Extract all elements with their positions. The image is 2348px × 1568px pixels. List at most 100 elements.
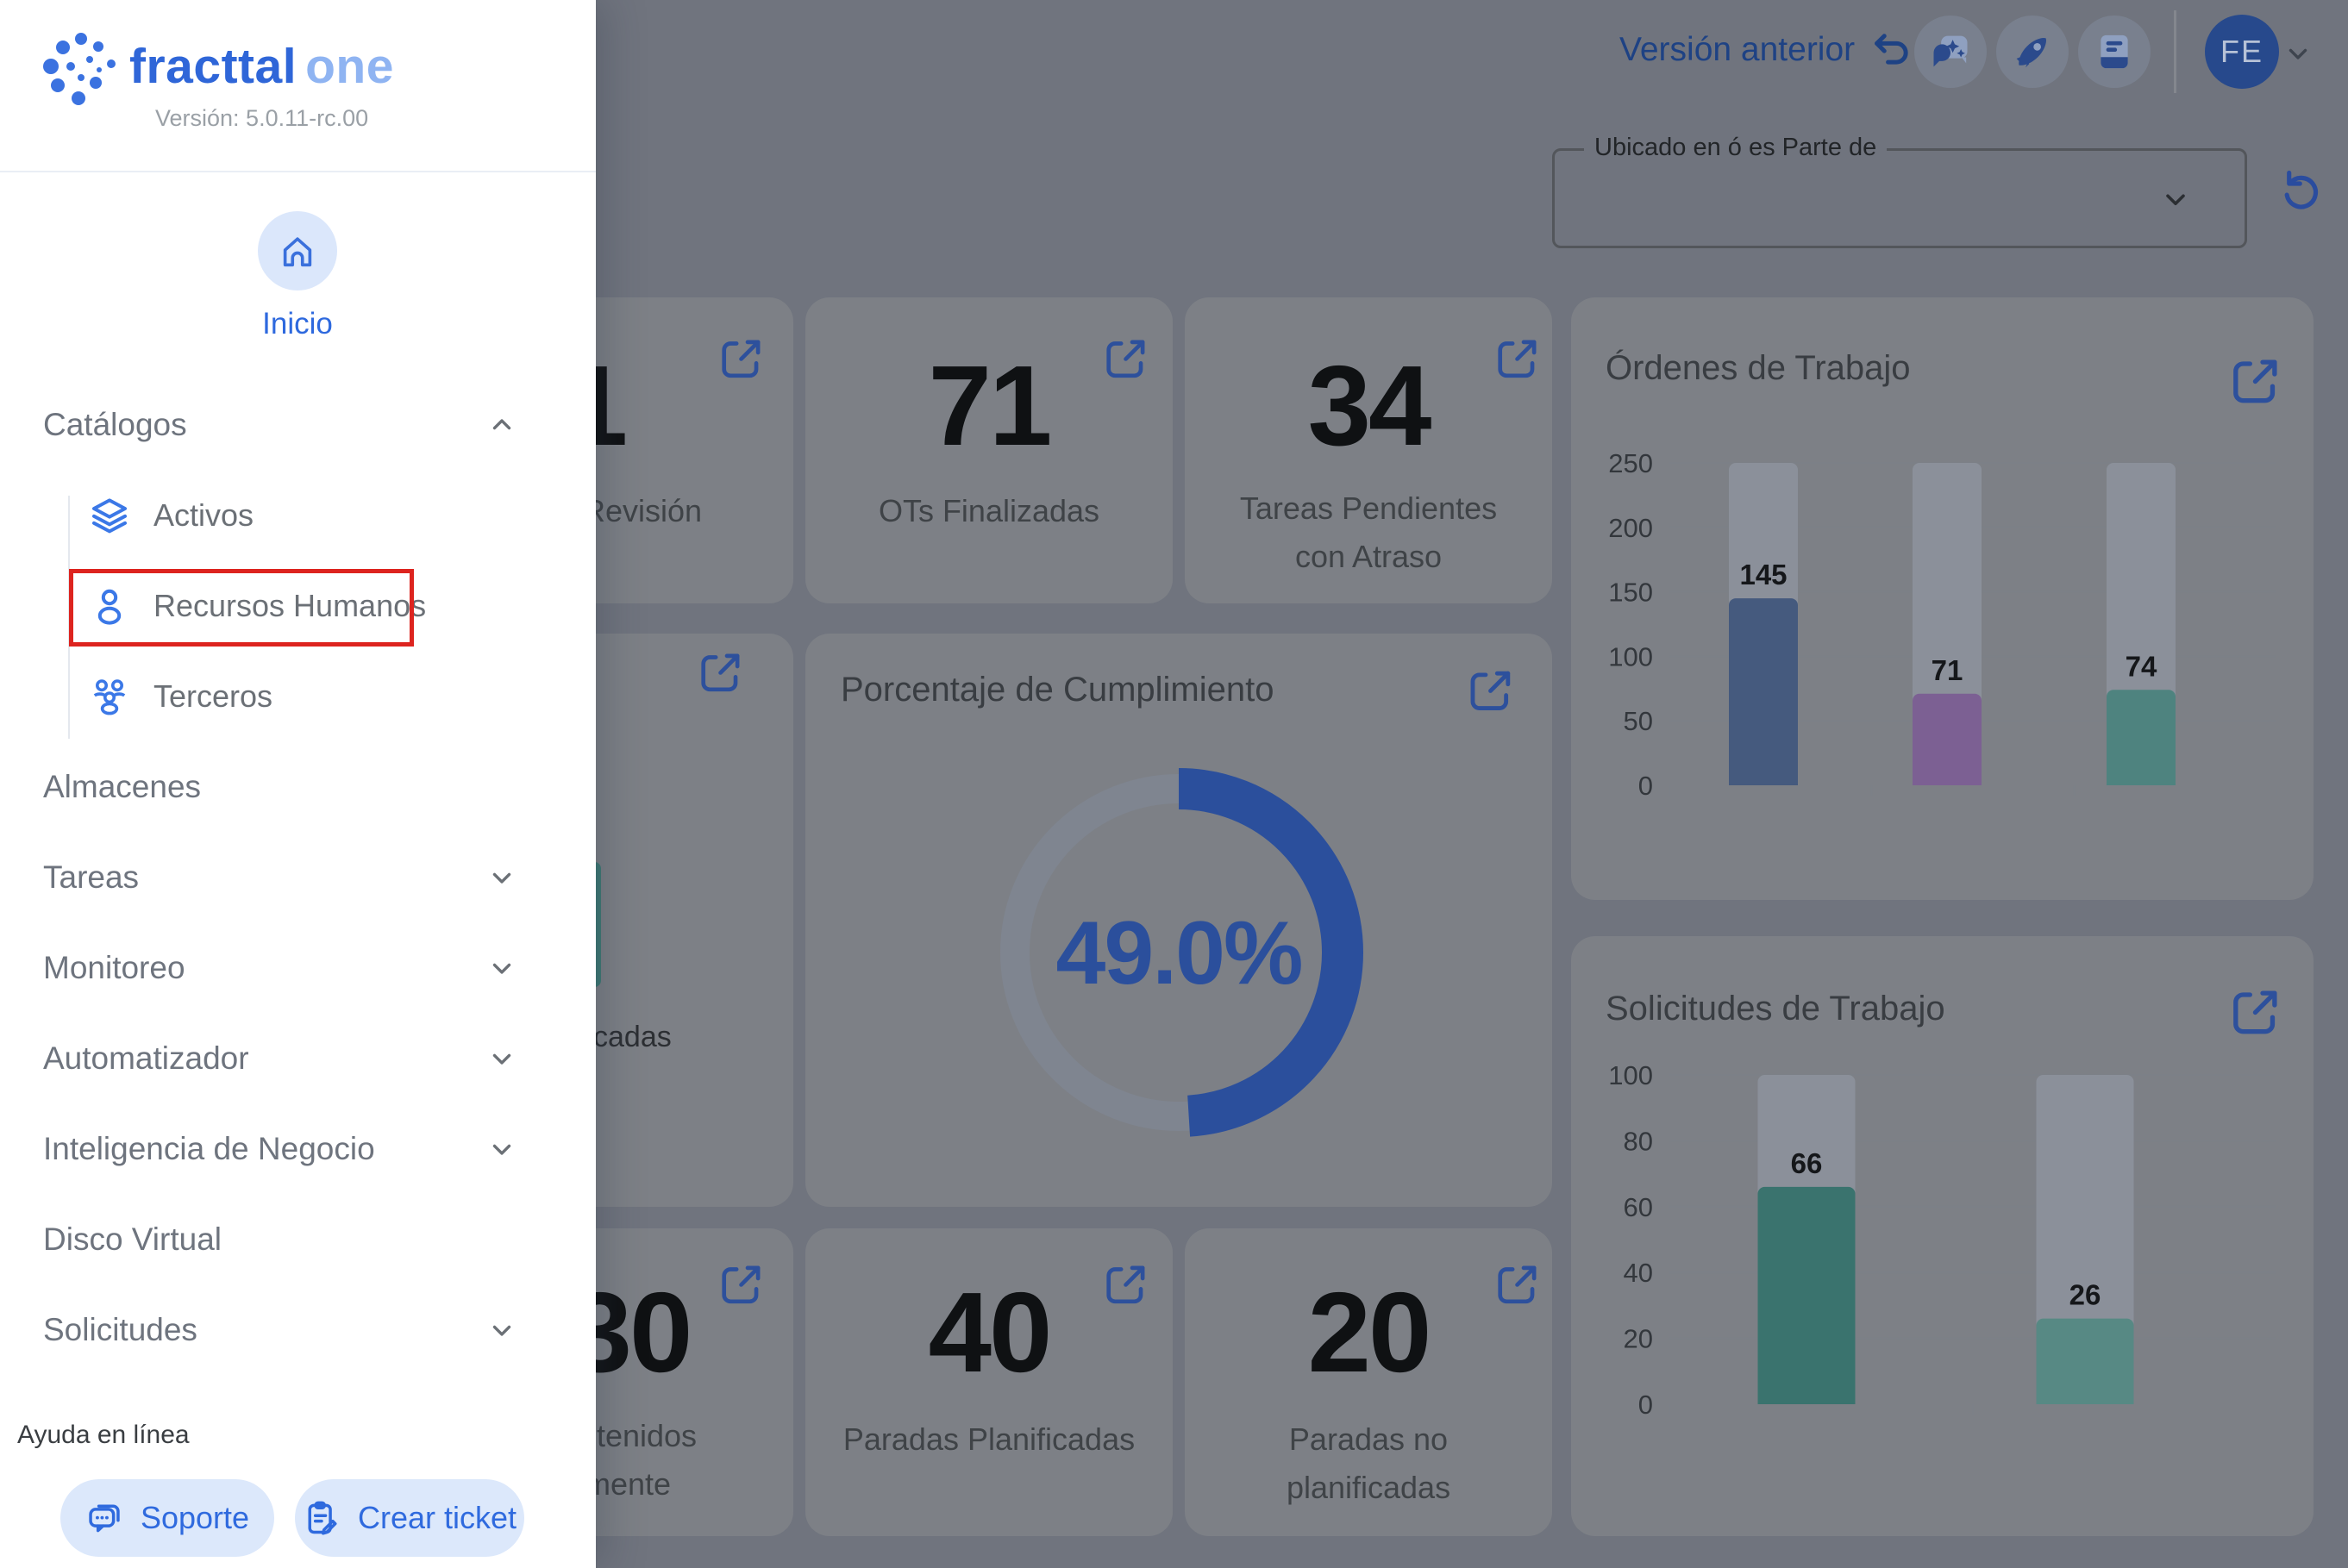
- chevron-down-icon: [487, 1315, 517, 1345]
- kpi-paradas-no-planificadas-value: 20: [1307, 1269, 1432, 1396]
- bar-value-label: 71: [1932, 654, 1963, 686]
- chevron-down-icon: [487, 1134, 517, 1164]
- sidebar-item-inteligencia-de-negocio[interactable]: Inteligencia de Negocio: [0, 1103, 596, 1194]
- svg-text:100: 100: [1608, 1060, 1653, 1090]
- svg-text:60: 60: [1624, 1192, 1653, 1222]
- create-ticket-button[interactable]: Crear ticket: [295, 1479, 524, 1557]
- open-kpi-detenidos-icon[interactable]: [717, 1260, 766, 1309]
- chevron-down-icon: [487, 1044, 517, 1073]
- sidebar-item-label: Disco Virtual: [43, 1221, 222, 1257]
- chevron-down-icon: [487, 863, 517, 892]
- kpi-tareas-pendientes-value: 34: [1307, 342, 1432, 469]
- sidebar-divider: [0, 171, 596, 172]
- previous-version-label: Versión anterior: [1619, 31, 1856, 68]
- kpi-revision-label: Revisión: [582, 493, 703, 528]
- sidebar-item-label: Catálogos: [43, 406, 187, 442]
- work-requests-legend: CreadoSolucionado: [1571, 1453, 2348, 1484]
- sidebar-item-terceros[interactable]: Terceros: [0, 651, 596, 741]
- svg-text:100: 100: [1608, 641, 1653, 672]
- svg-text:50: 50: [1624, 706, 1653, 736]
- account-chevron-down-icon[interactable]: [2283, 39, 2313, 68]
- sidebar-item-label: Almacenes: [43, 768, 202, 804]
- location-filter-label: Ubicado en ó es Parte de: [1584, 134, 1888, 162]
- undo-icon: [1870, 28, 1915, 72]
- work-orders-title: Órdenes de Trabajo: [1606, 349, 1911, 387]
- sidebar-item-almacenes[interactable]: Almacenes: [0, 741, 596, 832]
- sidebar-item-monitoreo[interactable]: Monitoreo: [0, 922, 596, 1013]
- kpi-paradas-planificadas-label: Paradas Planificadas: [842, 1421, 1136, 1457]
- svg-text:250: 250: [1608, 448, 1653, 478]
- support-chat-icon: [85, 1499, 123, 1537]
- work-requests-card: [1571, 936, 2314, 1536]
- home-label[interactable]: Inicio: [262, 307, 333, 340]
- open-kpi-revision-icon[interactable]: [717, 334, 766, 383]
- bar-value-label: 66: [1791, 1147, 1823, 1179]
- kpi-detenidos-label-line2: mente: [584, 1466, 672, 1502]
- support-label: Soporte: [140, 1500, 250, 1535]
- people-icon: [89, 676, 130, 717]
- work-orders-bar-chart: 0 50 100 150 200 250 145 71 74: [1608, 448, 2277, 801]
- sidebar-item-tareas[interactable]: Tareas: [0, 832, 596, 922]
- sidebar-item-automatizador[interactable]: Automatizador: [0, 1013, 596, 1103]
- header-divider: [2174, 10, 2176, 93]
- book-icon: [2093, 30, 2136, 73]
- layers-icon: [89, 495, 130, 536]
- chevron-down-icon: [487, 953, 517, 983]
- recursos-humanos-highlight: [69, 569, 414, 647]
- location-filter-select[interactable]: Ubicado en ó es Parte de: [1552, 134, 2247, 248]
- compliance-title: Porcentaje de Cumplimiento: [841, 671, 1274, 709]
- sidebar-item-label: Inteligencia de Negocio: [43, 1130, 375, 1166]
- svg-text:150: 150: [1608, 578, 1653, 608]
- sidebar-item-activos[interactable]: Activos: [0, 470, 596, 560]
- sidebar: fracttal one Versión: 5.0.11-rc.00 Inicio…: [0, 0, 596, 1568]
- rocket-icon: [2010, 29, 2055, 74]
- sidebar-item-label: Tareas: [43, 859, 140, 895]
- brand-name: fracttal one: [129, 38, 394, 95]
- avatar[interactable]: FE: [2205, 15, 2279, 89]
- work-requests-bar-chart: 0 20 40 60 80 100 66 26: [1608, 1060, 2277, 1420]
- sidebar-item-disco-virtual[interactable]: Disco Virtual: [0, 1194, 596, 1284]
- bar-value-label: 26: [2069, 1279, 2101, 1311]
- work-requests-title: Solicitudes de Trabajo: [1606, 990, 1945, 1028]
- reset-filter-icon[interactable]: [2276, 166, 2325, 214]
- home-button[interactable]: [258, 211, 337, 290]
- brand-primary: fracttal: [129, 39, 297, 94]
- sidebar-item-label: Monitoreo: [43, 949, 185, 985]
- work-orders-legend: OTs CreadasOTs FinalizadasOTs pendientes: [1571, 840, 2348, 871]
- fracttal-logo-icon: [43, 33, 116, 105]
- sidebar-item-recursos-humanos[interactable]: Recursos Humanos: [0, 560, 596, 651]
- sidebar-item-solicitudes[interactable]: Solicitudes: [0, 1284, 596, 1375]
- chevron-up-icon: [487, 410, 517, 440]
- sidebar-item-catalogos[interactable]: Catálogos: [0, 379, 596, 470]
- open-hidden-card-icon[interactable]: [697, 648, 745, 697]
- svg-text:200: 200: [1608, 513, 1653, 543]
- svg-text:40: 40: [1624, 1258, 1653, 1288]
- sidebar-item-label: Solicitudes: [43, 1311, 197, 1347]
- online-help-label: Ayuda en línea: [17, 1421, 190, 1449]
- ticket-icon: [303, 1499, 341, 1537]
- svg-text:0: 0: [1638, 771, 1653, 801]
- create-ticket-label: Crear ticket: [357, 1500, 517, 1535]
- bar-value-label: 145: [1739, 559, 1787, 590]
- sidebar-menu: Catálogos Activos Recursos Humanos Terceros…: [0, 379, 596, 1375]
- sidebar-item-label: Activos: [153, 497, 254, 533]
- ai-assistant-button[interactable]: [1914, 16, 1987, 88]
- support-button[interactable]: Soporte: [60, 1479, 274, 1557]
- previous-version-link[interactable]: Versión anterior: [1619, 28, 1915, 72]
- compliance-value: 49.0%: [1055, 903, 1304, 1003]
- kpi-card-ots-finalizadas: [805, 297, 1173, 603]
- kpi-paradas-planificadas-value: 40: [928, 1269, 1053, 1396]
- compliance-donut: [994, 768, 1363, 1137]
- chat-sparkle-icon: [1928, 29, 1973, 74]
- kpi-ots-finalizadas-value: 71: [928, 342, 1053, 469]
- open-compliance-icon[interactable]: [1466, 665, 1516, 715]
- brand-secondary: one: [305, 39, 394, 94]
- svg-text:0: 0: [1638, 1390, 1653, 1420]
- kpi-card-tareas-pendientes: [1185, 297, 1552, 603]
- kpi-card-paradas-no-planificadas: [1185, 1228, 1552, 1536]
- documentation-button[interactable]: [2078, 16, 2151, 88]
- whats-new-button[interactable]: [1996, 16, 2069, 88]
- svg-text:80: 80: [1624, 1126, 1653, 1156]
- kpi-paradas-no-planificadas-label: Paradas no planificadas: [1286, 1421, 1451, 1505]
